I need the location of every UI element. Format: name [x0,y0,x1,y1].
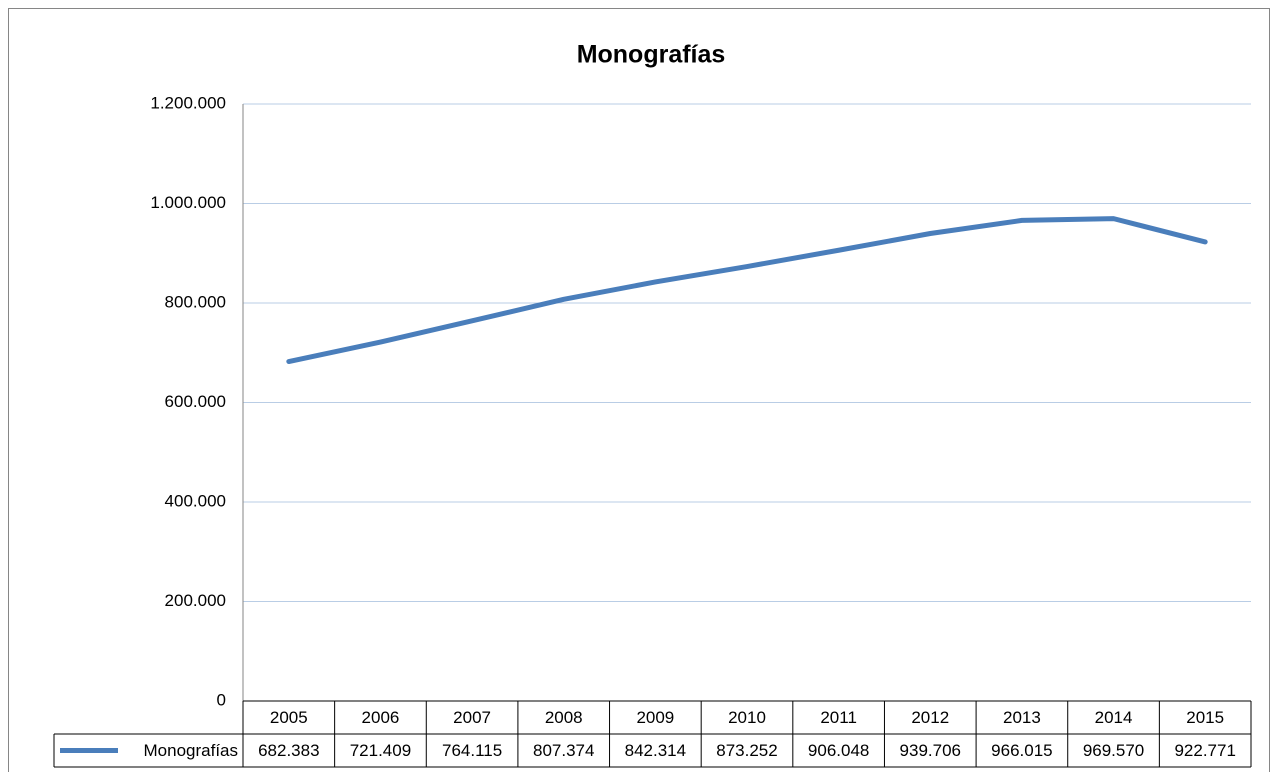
data-table-value: 682.383 [258,741,319,760]
data-table-value: 842.314 [625,741,686,760]
y-tick-label: 0 [217,690,226,709]
x-tick-label: 2015 [1186,708,1224,727]
x-tick-label: 2009 [636,708,674,727]
data-table-value: 922.771 [1174,741,1235,760]
legend-label: Monografías [144,741,239,760]
x-tick-label: 2005 [270,708,308,727]
chart-title: Monografías [577,41,726,69]
y-tick-label: 1.200.000 [150,93,226,112]
x-tick-label: 2008 [545,708,583,727]
x-tick-label: 2007 [453,708,491,727]
y-tick-label: 600.000 [165,392,226,411]
line-series [286,216,1208,365]
x-tick-label: 2010 [728,708,766,727]
data-table-value: 873.252 [716,741,777,760]
x-tick-label: 2006 [362,708,400,727]
x-tick-label: 2012 [911,708,949,727]
data-table-value: 966.015 [991,741,1052,760]
x-tick-label: 2014 [1095,708,1133,727]
y-tick-label: 200.000 [165,591,226,610]
data-table-value: 906.048 [808,741,869,760]
data-table-value: 721.409 [350,741,411,760]
y-tick-label: 800.000 [165,292,226,311]
y-tick-label: 1.000.000 [150,193,226,212]
y-tick-label: 400.000 [165,491,226,510]
data-table-value: 764.115 [442,741,502,760]
data-table-value: 969.570 [1083,741,1144,760]
x-tick-label: 2011 [820,708,857,727]
data-table-value: 939.706 [900,741,961,760]
data-table-value: 807.374 [533,741,594,760]
chart-border [8,8,1270,772]
x-tick-label: 2013 [1003,708,1041,727]
